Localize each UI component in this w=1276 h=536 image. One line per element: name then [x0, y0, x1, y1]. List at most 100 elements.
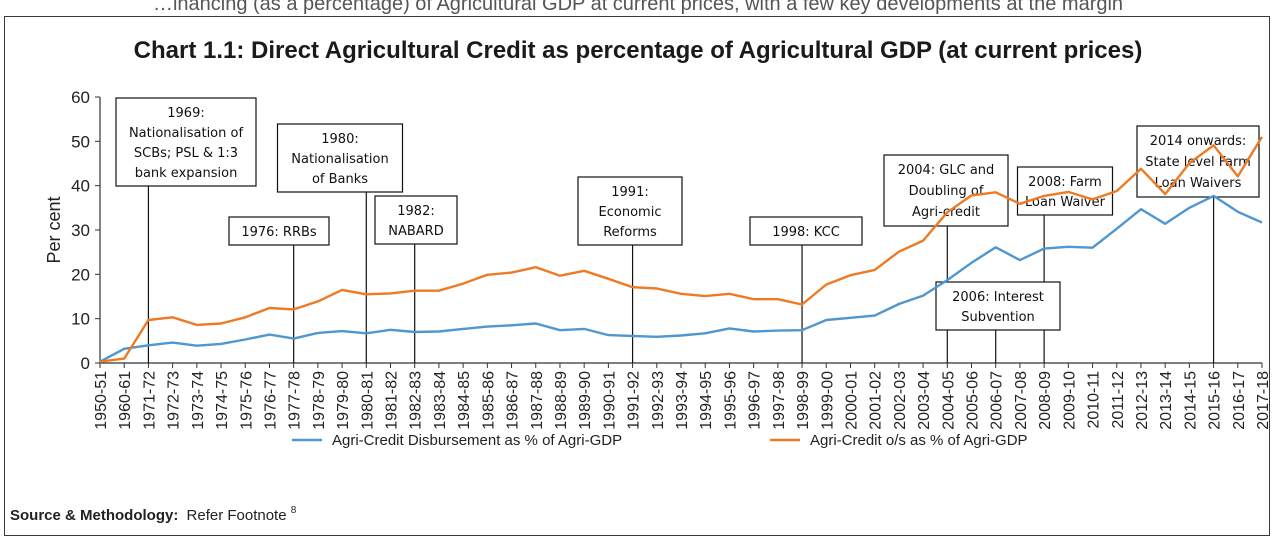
- annotation-text: 2008: Farm: [1028, 175, 1102, 190]
- y-tick-label: 60: [71, 88, 90, 107]
- annotations: 1969: Nationalisation of SCBs; PSL & 1:3 ba…: [115, 97, 1260, 363]
- x-tick-label: 1973-74: [190, 371, 207, 430]
- series-line-1: [99, 194, 1263, 363]
- x-tick-label: 1995-96: [722, 371, 739, 430]
- annotation-box: 1969: Nationalisation of SCBs; PSL & 1:3 ba…: [115, 97, 257, 187]
- x-tick-label: 2007-08: [1013, 371, 1030, 430]
- annotation-text: 1976: RRBs: [241, 225, 317, 240]
- x-tick-label: 1972-73: [166, 371, 183, 430]
- x-tick-label: 1981-82: [384, 371, 401, 430]
- x-tick-label: 2003-04: [916, 371, 933, 430]
- annotation-text: of Banks: [312, 172, 368, 187]
- series-line-2: [99, 136, 1264, 363]
- x-tick-label: 2015-16: [1207, 371, 1224, 430]
- annotation-text: 1982:: [397, 204, 434, 219]
- x-tick-label: 1960-61: [117, 371, 134, 430]
- header-text-clipped: …inancing (as a percentage) of Agricultu…: [153, 0, 1123, 15]
- annotation-box-frame: [749, 216, 863, 246]
- plot-area: 0 10 20 30 40 50 60 Per cent 1950-51 1960-61 1971-…: [44, 88, 1272, 430]
- annotation-box: 2006: Interest Subvention: [935, 281, 1061, 331]
- x-tick-label: 2013-14: [1158, 371, 1175, 430]
- annotation-text: Doubling of: [909, 184, 984, 199]
- x-tick-label: 1978-79: [311, 371, 328, 430]
- x-tick-label: 2010-11: [1086, 371, 1103, 429]
- annotation-box-frame: [1016, 166, 1114, 216]
- y-tick-label: 20: [71, 265, 90, 284]
- annotation-box-frame: [276, 123, 404, 193]
- annotation-box: 1982: NABARD: [374, 195, 458, 245]
- x-tick-label: 2006-07: [989, 371, 1006, 430]
- annotation-text: 1969:: [167, 106, 204, 121]
- x-tick-label: 1984-85: [456, 371, 473, 430]
- x-tick-label: 1977-78: [287, 371, 304, 430]
- annotation-text: 1998: KCC: [772, 225, 840, 240]
- annotation-text: 2014 onwards:: [1150, 134, 1247, 149]
- x-tick-label: 2008-09: [1037, 371, 1054, 430]
- y-tick-label: 50: [71, 132, 90, 151]
- y-axis-label: Per cent: [44, 196, 64, 263]
- annotation-text: 2004: GLC and: [898, 163, 995, 178]
- annotation-box-frame: [374, 195, 458, 245]
- x-tick-label: 1994-95: [698, 371, 715, 430]
- source-label: Source & Methodology:: [10, 507, 178, 524]
- annotation-text: Loan Waiver: [1025, 195, 1106, 210]
- annotation-text: Subvention: [961, 310, 1035, 325]
- x-tick-label: 2009-10: [1061, 371, 1078, 430]
- annotation-box: 1991: Economic Reforms: [577, 176, 683, 246]
- x-tick-label: 2000-01: [843, 371, 860, 430]
- source-text: Refer Footnote: [187, 507, 287, 524]
- annotation-text: Loan Waivers: [1155, 176, 1242, 191]
- chart-title: Chart 1.1: Direct Agricultural Credit as…: [134, 37, 1143, 64]
- x-tick-label: 1986-87: [505, 371, 522, 430]
- x-tick-label: 1985-86: [480, 371, 497, 430]
- annotation-box: 2008: Farm Loan Waiver: [1016, 166, 1114, 216]
- x-tick-label: 1988-89: [553, 371, 570, 430]
- x-tick-label: 1974-75: [214, 371, 231, 430]
- annotation-box-frame: [228, 216, 330, 246]
- x-tick-label: 1987-88: [529, 371, 546, 430]
- x-tick-label: 1989-90: [577, 371, 594, 430]
- annotation-text: Nationalisation: [291, 152, 388, 167]
- x-tick-label: 1997-98: [771, 371, 788, 430]
- annotation-text: 1980:: [321, 132, 358, 147]
- x-tick-label: 1979-80: [335, 371, 352, 430]
- x-tick-label: 1982-83: [408, 371, 425, 430]
- annotation-text: Nationalisation of: [129, 126, 244, 141]
- annotation-box-frame: [935, 281, 1061, 331]
- annotation-box-frame: [577, 176, 683, 246]
- annotation-box: 1980: Nationalisation of Banks: [276, 123, 404, 193]
- annotation-text: Reforms: [603, 225, 657, 240]
- x-tick-label: 2004-05: [940, 371, 957, 430]
- x-tick-label: 1976-77: [262, 371, 279, 430]
- y-tick-label: 0: [81, 354, 90, 373]
- annotation-text: NABARD: [388, 224, 443, 239]
- x-tick-label: 2016-17: [1231, 371, 1248, 430]
- x-tick-label: 2012-13: [1134, 371, 1151, 430]
- x-tick-label: 2002-03: [892, 371, 909, 430]
- x-tick-label: 1975-76: [238, 371, 255, 430]
- annotation-text: SCBs; PSL & 1:3: [134, 146, 238, 161]
- annotation-text: 1991:: [611, 185, 648, 200]
- annotation-text: 2006: Interest: [952, 290, 1044, 305]
- annotation-box: 1976: RRBs: [228, 216, 330, 246]
- x-tick-label: 1950-51: [93, 371, 110, 430]
- legend: Agri-Credit Disbursement as % of Agri-GD…: [292, 432, 1028, 449]
- x-tick-label: 1983-84: [432, 371, 449, 430]
- x-tick-label: 1999-00: [819, 371, 836, 430]
- x-tick-label: 2001-02: [868, 371, 885, 430]
- x-tick-label: 1991-92: [626, 371, 643, 430]
- x-tick-label: 1980-81: [359, 371, 376, 430]
- x-tick-label: 2005-06: [965, 371, 982, 430]
- annotation-box: 1998: KCC: [749, 216, 863, 246]
- annotation-text: bank expansion: [135, 166, 238, 181]
- y-tick-label: 30: [71, 221, 90, 240]
- x-tick-label: 1998-99: [795, 371, 812, 430]
- x-tick-label: 2014-15: [1182, 371, 1199, 430]
- source-note: Source & Methodology: Refer Footnote 8: [10, 505, 297, 524]
- x-tick-label: 1992-93: [650, 371, 667, 430]
- x-tick-label: 1996-97: [747, 371, 764, 430]
- annotation-box-frame: [115, 97, 257, 187]
- x-tick-label: 1971-72: [141, 371, 158, 430]
